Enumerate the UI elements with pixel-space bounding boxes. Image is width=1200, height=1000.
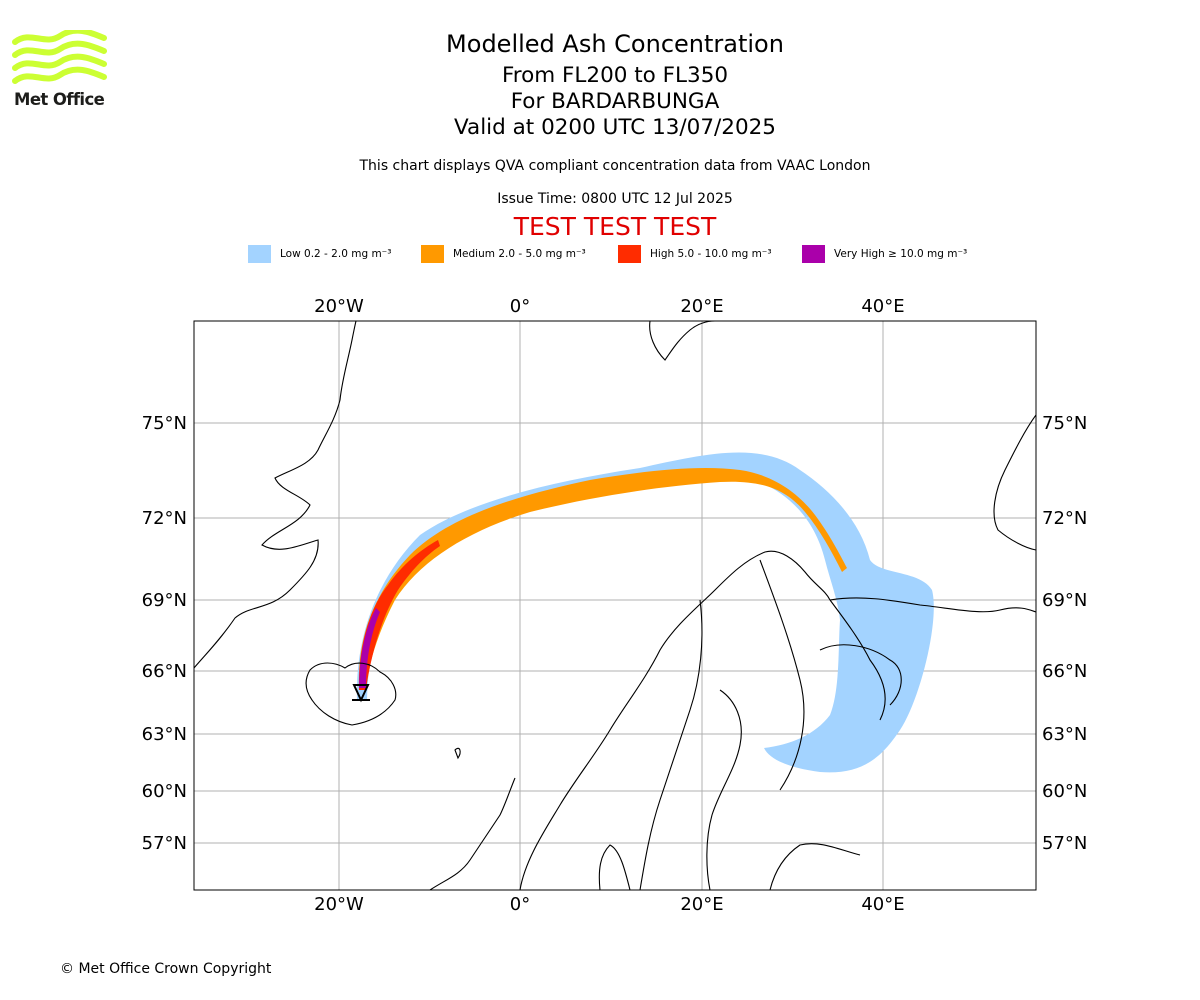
ash-low-region	[356, 452, 934, 773]
met-office-logo: Met Office	[12, 27, 112, 114]
lon-label-bottom-20e: 20°E	[680, 894, 723, 915]
lat-label-left-66: 66°N	[142, 661, 187, 682]
volcano-source-icon	[352, 684, 370, 703]
lat-label-right-72: 72°N	[1042, 508, 1087, 529]
legend-item-high: High 5.0 - 10.0 mg m⁻³	[618, 244, 772, 264]
met-office-wave-logo-icon	[12, 27, 107, 84]
lat-label-right-63: 63°N	[1042, 724, 1087, 745]
copyright-notice: © Met Office Crown Copyright	[60, 961, 272, 977]
legend-label-low: Low 0.2 - 2.0 mg m⁻³	[280, 248, 392, 260]
lon-label-bottom-0: 0°	[510, 894, 530, 915]
legend-label-medium: Medium 2.0 - 5.0 mg m⁻³	[453, 248, 586, 260]
lat-label-left-60: 60°N	[142, 781, 187, 802]
legend-item-very-high: Very High ≥ 10.0 mg m⁻³	[802, 244, 967, 264]
valid-time: Valid at 0200 UTC 13/07/2025	[453, 115, 776, 140]
lat-label-left-57: 57°N	[142, 833, 187, 854]
ash-plume	[356, 452, 934, 773]
lon-label-bottom-20w: 20°W	[314, 894, 364, 915]
legend-swatch-high	[618, 245, 641, 263]
lat-label-right-60: 60°N	[1042, 781, 1087, 802]
concentration-legend: Low 0.2 - 2.0 mg m⁻³ Medium 2.0 - 5.0 mg…	[248, 244, 1008, 264]
lat-label-left-75: 75°N	[142, 413, 187, 434]
legend-item-low: Low 0.2 - 2.0 mg m⁻³	[248, 244, 391, 264]
ash-medium-region	[358, 468, 847, 690]
lat-label-right-69: 69°N	[1042, 590, 1087, 611]
legend-label-very-high: Very High ≥ 10.0 mg m⁻³	[834, 248, 968, 260]
map-axis-labels: 20°W 0° 20°E 40°E 20°W 0° 20°E 40°E 75°N…	[142, 296, 1088, 915]
coastlines	[194, 321, 1036, 890]
legend-item-medium: Medium 2.0 - 5.0 mg m⁻³	[421, 244, 586, 264]
met-office-logo-text: Met Office	[14, 90, 105, 109]
lon-label-top-20e: 20°E	[680, 296, 723, 317]
volcano-name: For BARDARBUNGA	[510, 89, 720, 114]
legend-swatch-medium	[421, 245, 444, 263]
issue-time: Issue Time: 0800 UTC 12 Jul 2025	[497, 191, 733, 207]
chart-title: Modelled Ash Concentration	[446, 30, 784, 58]
lat-label-left-69: 69°N	[142, 590, 187, 611]
lat-label-left-72: 72°N	[142, 508, 187, 529]
lon-label-top-20w: 20°W	[314, 296, 364, 317]
legend-label-high: High 5.0 - 10.0 mg m⁻³	[650, 248, 772, 260]
lat-label-right-57: 57°N	[1042, 833, 1087, 854]
map-frame	[193, 320, 1037, 891]
legend-swatch-low	[248, 245, 271, 263]
qva-note: This chart displays QVA compliant concen…	[359, 158, 871, 174]
lat-label-right-66: 66°N	[1042, 661, 1087, 682]
lon-label-top-0: 0°	[510, 296, 530, 317]
ash-very-high-region	[359, 608, 380, 688]
lat-label-right-75: 75°N	[1042, 413, 1087, 434]
legend-swatch-very-high	[802, 245, 825, 263]
test-banner: TEST TEST TEST	[513, 212, 717, 241]
lon-label-top-40e: 40°E	[861, 296, 904, 317]
flight-levels: From FL200 to FL350	[501, 63, 729, 88]
iceland-coast	[305, 662, 397, 726]
lon-label-bottom-40e: 40°E	[861, 894, 904, 915]
lat-label-left-63: 63°N	[142, 724, 187, 745]
